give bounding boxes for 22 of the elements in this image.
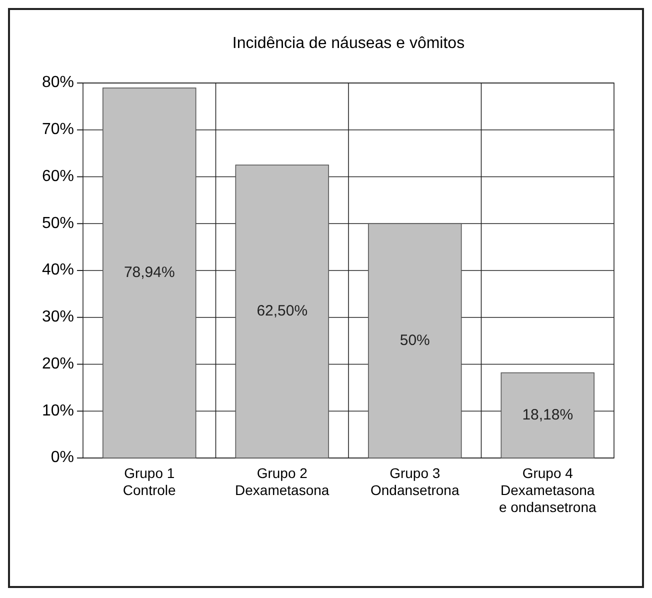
y-tick-label: 70% [42, 121, 74, 138]
bar [235, 164, 329, 458]
data-label: 18,18% [522, 406, 574, 424]
bar [500, 372, 594, 458]
y-tick-label: 0% [50, 449, 74, 466]
x-tick-label: Grupo 1 Controle [122, 465, 176, 498]
y-tick-label: 80% [42, 74, 74, 92]
y-tick-label: 50% [42, 214, 74, 232]
bar [102, 88, 196, 458]
y-tick-label: 40% [42, 262, 74, 279]
x-tick-label: Grupo 3 Ondansetrona [370, 465, 460, 498]
data-label: 50% [400, 332, 430, 349]
y-tick-label: 20% [42, 355, 74, 372]
chart-title: Incidência de náuseas e vômitos [232, 35, 465, 52]
x-tick-label: Grupo 4 Dexametasona e ondansetrona [498, 465, 596, 515]
y-tick-label: 30% [42, 308, 74, 326]
data-label: 78,94% [124, 264, 175, 281]
x-tick-label: Grupo 2 Dexametasona [235, 465, 330, 498]
bar [368, 223, 462, 458]
y-tick-label: 60% [42, 168, 74, 185]
data-label: 62,50% [256, 302, 308, 320]
y-tick-label: 10% [42, 402, 74, 420]
